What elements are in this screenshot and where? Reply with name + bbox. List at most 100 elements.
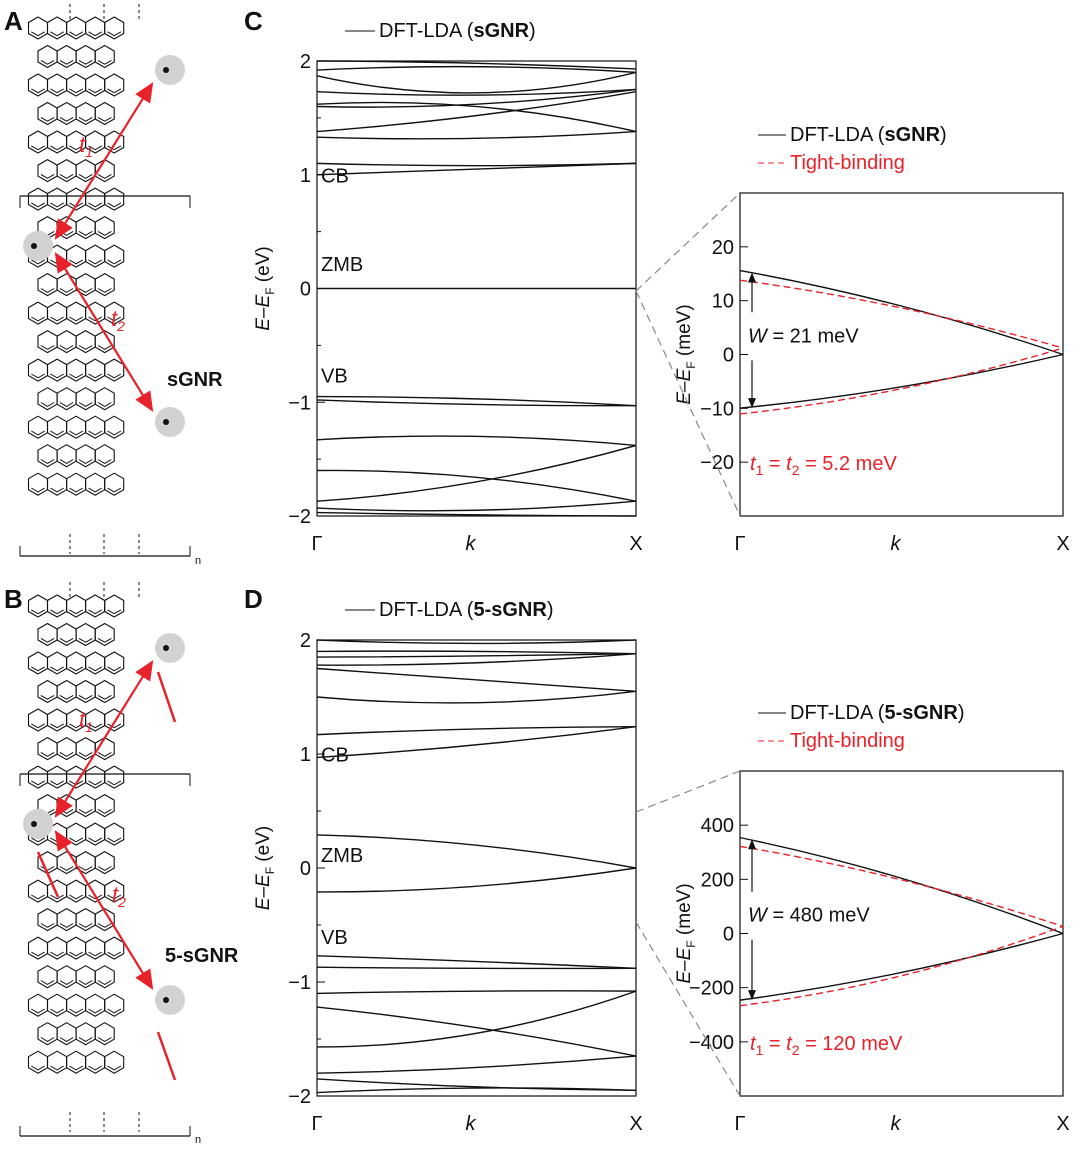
double-bond — [107, 609, 122, 615]
y-tick-label: 400 — [701, 815, 734, 837]
double-bond — [88, 373, 103, 379]
double-bond — [107, 430, 122, 436]
panel-label-d: D — [244, 584, 263, 614]
double-bond — [97, 866, 112, 871]
double-bond — [50, 487, 64, 493]
bandwidth-label: W = 21 meV — [748, 325, 859, 347]
double-bond — [78, 402, 93, 407]
radical-site-marker — [155, 633, 185, 663]
dft-band-curve — [739, 932, 1064, 1001]
double-bond — [78, 173, 93, 179]
dft-band-curve — [316, 652, 637, 666]
tight-binding-curve — [739, 925, 1064, 1007]
width-arrowhead — [748, 398, 756, 409]
y-tick-label: 2 — [300, 51, 311, 73]
double-bond — [97, 173, 112, 179]
double-bond — [59, 288, 74, 293]
double-bond — [59, 866, 74, 871]
radical-dot — [163, 645, 169, 651]
y-tick-label: 20 — [712, 237, 734, 259]
dft-band-curve — [316, 130, 637, 140]
double-bond — [31, 31, 45, 37]
width-arrowhead — [748, 272, 756, 283]
dft-band-curve — [316, 1006, 637, 1057]
double-bond — [69, 31, 84, 37]
double-bond — [50, 31, 64, 37]
radical-dot — [163, 997, 169, 1003]
double-bond — [59, 230, 74, 236]
dft-band-curve — [316, 639, 637, 645]
double-bond — [107, 202, 122, 208]
dft-band-curve — [316, 955, 637, 970]
y-tick-label: −10 — [700, 398, 734, 420]
double-bond — [88, 666, 103, 672]
band-annotation: CB — [321, 745, 349, 767]
double-bond — [97, 459, 112, 464]
double-bond — [59, 345, 74, 350]
double-bond — [40, 459, 55, 464]
double-bond — [78, 1037, 93, 1042]
double-bond — [59, 808, 74, 814]
y-tick-label: 0 — [300, 279, 311, 301]
x-axis-label: k — [891, 533, 902, 555]
double-bond — [31, 666, 45, 672]
t2-arrow — [54, 252, 154, 412]
dft-band-curve — [316, 469, 637, 502]
zoom-connector-bottom — [635, 921, 741, 1097]
hexagon-ring — [104, 16, 125, 40]
y-tick-label: 0 — [300, 858, 311, 880]
double-bond — [78, 59, 93, 65]
dft-band-curve — [316, 725, 637, 759]
dft-band-curve — [316, 395, 637, 407]
band-annotation: VB — [321, 366, 348, 388]
double-bond — [107, 780, 122, 786]
double-bond — [107, 88, 122, 94]
panel-label-a: A — [4, 6, 23, 36]
bandwidth-label: W = 480 meV — [748, 905, 870, 927]
double-bond — [50, 666, 64, 672]
double-bond — [97, 116, 112, 122]
radical-site-marker — [155, 407, 185, 437]
dft-band-curve — [316, 990, 637, 995]
red-bond — [156, 671, 177, 723]
double-bond — [40, 637, 55, 643]
x-tick-label-x: X — [1056, 1113, 1069, 1135]
zoom-connectors — [635, 192, 741, 1097]
double-bond — [40, 1037, 55, 1042]
radical-site-marker — [23, 231, 53, 261]
band-annotation: CB — [321, 165, 349, 187]
double-bond — [78, 694, 93, 700]
double-bond — [97, 694, 112, 700]
double-bond — [69, 1008, 84, 1014]
double-bond — [50, 609, 64, 615]
width-arrowhead — [748, 990, 756, 1001]
double-bond — [69, 837, 84, 843]
double-bond — [40, 59, 55, 65]
y-tick-label: 1 — [300, 165, 311, 187]
double-bond — [97, 808, 112, 814]
double-bond — [97, 751, 112, 757]
double-bond — [78, 116, 93, 122]
double-bond — [107, 259, 122, 265]
double-bond — [88, 202, 103, 208]
double-bond — [78, 866, 93, 871]
chart-d-band-structure: −2 −1 0 1 2 Γ Xk E–EF (eV) CB ZMB VB DFT-LDA (5-sGN… — [253, 599, 643, 1135]
double-bond — [97, 59, 112, 65]
repeat-n-a: n — [195, 555, 201, 567]
dft-band-curve — [316, 444, 637, 502]
double-bond — [50, 373, 64, 379]
dft-band-curve — [316, 1055, 637, 1074]
double-bond — [31, 1065, 45, 1071]
double-bond — [50, 88, 64, 94]
double-bond — [31, 202, 45, 208]
y-axis-label: E–EF (meV) — [674, 883, 698, 983]
zoom-connector-bottom — [635, 290, 741, 517]
double-bond — [69, 316, 84, 322]
x-tick-label-gamma: Γ — [734, 1113, 745, 1135]
hexagon-ring — [94, 1022, 115, 1046]
double-bond — [97, 980, 112, 985]
double-bond — [31, 487, 45, 493]
double-bond — [31, 1008, 45, 1014]
tight-binding-curve — [739, 347, 1064, 415]
